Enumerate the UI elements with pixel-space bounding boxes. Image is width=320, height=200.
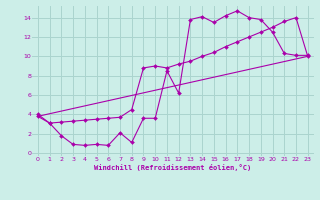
X-axis label: Windchill (Refroidissement éolien,°C): Windchill (Refroidissement éolien,°C) — [94, 164, 252, 171]
